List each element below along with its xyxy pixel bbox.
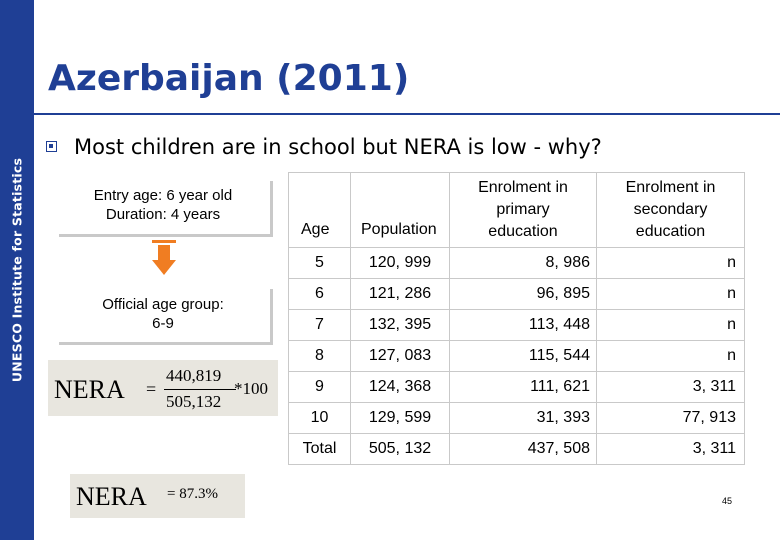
header-secondary: Enrolment in secondary education [596,172,745,248]
cell-primary: 31, 393 [449,402,597,434]
entry-age-text: Entry age: 6 year old [93,187,233,204]
cell-secondary: n [596,309,745,341]
result-label: NERA [76,482,147,511]
sidebar-label-wrap: UNESCO Institute for Statistics [0,0,34,540]
cell-primary: 113, 448 [449,309,597,341]
cell-age: 5 [288,247,351,279]
table-header-row: Age Population Enrolment in primary educ… [288,172,745,248]
down-arrow-icon [152,240,176,275]
header-secondary-line3: education [635,223,706,240]
slide-title: Azerbaijan (2011) [48,58,410,99]
header-age: Age [288,172,351,248]
nera-result: NERA = 87.3% [70,474,245,518]
cell-primary: 8, 986 [449,247,597,279]
cell-primary: 437, 508 [449,433,597,465]
cell-secondary: 77, 913 [596,402,745,434]
header-primary-line1: Enrolment in [478,179,568,196]
title-underline [34,113,780,115]
bullet-text: Most children are in school but NERA is … [74,135,602,159]
formula-denominator: 505,132 [166,392,222,411]
header-secondary-line2: secondary [633,201,708,218]
cell-secondary: 3, 311 [596,433,745,465]
cell-secondary: n [596,340,745,372]
cell-age: Total [288,433,351,465]
table-row: 5 120, 999 8, 986 n [288,247,745,279]
header-secondary-line1: Enrolment in [625,179,716,196]
cell-population: 132, 395 [350,309,450,341]
table-row: 10 129, 599 31, 393 77, 913 [288,402,745,434]
cell-population: 127, 083 [350,340,450,372]
table-row: 8 127, 083 115, 544 n [288,340,745,372]
square-bullet-icon [46,141,57,152]
result-value: = 87.3% [167,486,218,502]
official-age-box: Official age group: 6-9 [56,286,270,342]
formula-label: NERA [54,375,125,404]
enrolment-table: Age Population Enrolment in primary educ… [288,172,745,465]
cell-population: 505, 132 [350,433,450,465]
sidebar-label: UNESCO Institute for Statistics [9,157,25,383]
table-row-total: Total 505, 132 437, 508 3, 311 [288,433,745,465]
cell-age: 6 [288,278,351,310]
header-population: Population [350,172,450,248]
official-age-range: 6-9 [152,315,174,332]
table-row: 6 121, 286 96, 895 n [288,278,745,310]
cell-population: 129, 599 [350,402,450,434]
formula-equals: = [146,379,157,399]
cell-population: 120, 999 [350,247,450,279]
nera-formula: NERA = 440,819 505,132 *100 [48,360,278,416]
cell-primary: 96, 895 [449,278,597,310]
header-primary-line3: education [488,223,558,240]
formula-multiplier: *100 [234,379,268,398]
formula-numerator: 440,819 [166,366,222,385]
cell-population: 121, 286 [350,278,450,310]
cell-secondary: 3, 311 [596,371,745,403]
cell-secondary: n [596,247,745,279]
cell-age: 9 [288,371,351,403]
table-row: 9 124, 368 111, 621 3, 311 [288,371,745,403]
cell-primary: 111, 621 [449,371,597,403]
table-row: 7 132, 395 113, 448 n [288,309,745,341]
cell-primary: 115, 544 [449,340,597,372]
duration-text: Duration: 4 years [105,206,221,223]
cell-secondary: n [596,278,745,310]
header-primary-line2: primary [496,201,550,218]
cell-population: 124, 368 [350,371,450,403]
page-number: 45 [722,496,733,506]
fraction-line [164,389,236,390]
cell-age: 7 [288,309,351,341]
official-age-label: Official age group: [102,296,224,313]
header-primary: Enrolment in primary education [449,172,597,248]
entry-age-box: Entry age: 6 year old Duration: 4 years [56,178,270,234]
cell-age: 8 [288,340,351,372]
cell-age: 10 [288,402,351,434]
sidebar-band [0,0,34,540]
